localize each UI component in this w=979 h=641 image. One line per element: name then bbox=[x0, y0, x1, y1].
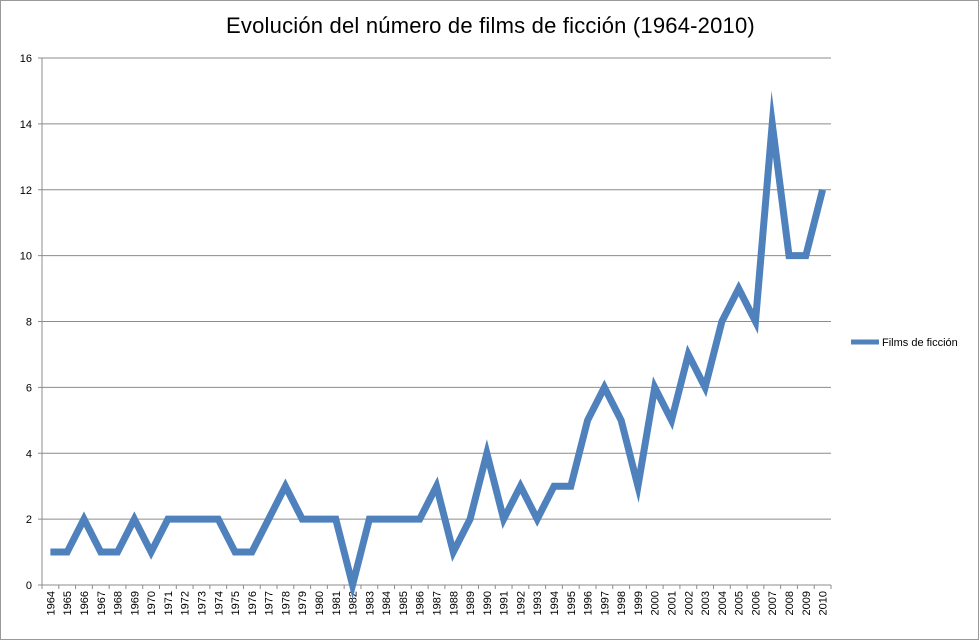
x-tick-label: 1996 bbox=[583, 591, 595, 615]
x-tick-label: 2001 bbox=[667, 591, 679, 615]
y-tick-label: 10 bbox=[20, 251, 32, 263]
x-tick-label: 2010 bbox=[818, 591, 830, 615]
series-line bbox=[50, 90, 827, 600]
x-tick-label: 1975 bbox=[230, 591, 242, 615]
x-tick-label: 1974 bbox=[213, 591, 225, 615]
x-tick-label: 1999 bbox=[633, 591, 645, 615]
x-tick-label: 2003 bbox=[700, 591, 712, 615]
x-tick-label: 1984 bbox=[381, 591, 393, 615]
y-tick-label: 8 bbox=[26, 317, 32, 329]
x-tick-label: 1973 bbox=[196, 591, 208, 615]
x-tick-label: 1966 bbox=[79, 591, 91, 615]
x-tick-label: 1994 bbox=[549, 591, 561, 615]
x-tick-label: 2006 bbox=[750, 591, 762, 615]
y-tick-label: 4 bbox=[26, 448, 32, 460]
x-tick-label: 1976 bbox=[247, 591, 259, 615]
x-tick-label: 1993 bbox=[532, 591, 544, 615]
x-tick-label: 1988 bbox=[448, 591, 460, 615]
x-tick-label: 1980 bbox=[314, 591, 326, 615]
y-tick-label: 2 bbox=[26, 514, 32, 526]
x-tick-label: 1965 bbox=[62, 591, 74, 615]
x-tick-label: 1987 bbox=[432, 591, 444, 615]
x-tick-label: 2002 bbox=[683, 591, 695, 615]
x-tick-label: 1997 bbox=[599, 591, 611, 615]
x-tick-label: 1967 bbox=[96, 591, 108, 615]
y-tick-label: 16 bbox=[20, 53, 32, 65]
x-tick-label: 1977 bbox=[264, 591, 276, 615]
x-tick-label: 1995 bbox=[566, 591, 578, 615]
x-tick-label: 2000 bbox=[650, 591, 662, 615]
x-tick-label: 1972 bbox=[180, 591, 192, 615]
x-tick-label: 1998 bbox=[616, 591, 628, 615]
chart-title: Evolución del número de films de ficción… bbox=[226, 13, 755, 38]
x-tick-label: 1989 bbox=[465, 591, 477, 615]
legend-label: Films de ficción bbox=[882, 337, 958, 349]
x-tick-label: 1964 bbox=[45, 591, 57, 615]
x-tick-label: 1978 bbox=[280, 591, 292, 615]
x-tick-label: 2007 bbox=[767, 591, 779, 615]
x-tick-label: 1985 bbox=[398, 591, 410, 615]
y-tick-label: 12 bbox=[20, 185, 32, 197]
x-tick-label: 1971 bbox=[163, 591, 175, 615]
x-tick-label: 2009 bbox=[801, 591, 813, 615]
y-tick-label: 14 bbox=[20, 119, 32, 131]
x-tick-label: 2005 bbox=[734, 591, 746, 615]
y-tick-label: 6 bbox=[26, 382, 32, 394]
x-tick-label: 1991 bbox=[499, 591, 511, 615]
x-tick-label: 2004 bbox=[717, 591, 729, 615]
x-tick-label: 1979 bbox=[297, 591, 309, 615]
x-tick-label: 1992 bbox=[515, 591, 527, 615]
y-tick-label: 0 bbox=[26, 580, 32, 592]
x-tick-label: 1968 bbox=[113, 591, 125, 615]
x-tick-label: 1990 bbox=[482, 591, 494, 615]
x-tick-label: 1970 bbox=[146, 591, 158, 615]
x-tick-label: 2008 bbox=[784, 591, 796, 615]
x-tick-label: 1969 bbox=[129, 591, 141, 615]
x-tick-label: 1986 bbox=[415, 591, 427, 615]
x-tick-label: 1983 bbox=[364, 591, 376, 615]
x-tick-label: 1982 bbox=[348, 591, 360, 615]
x-tick-label: 1981 bbox=[331, 591, 343, 615]
